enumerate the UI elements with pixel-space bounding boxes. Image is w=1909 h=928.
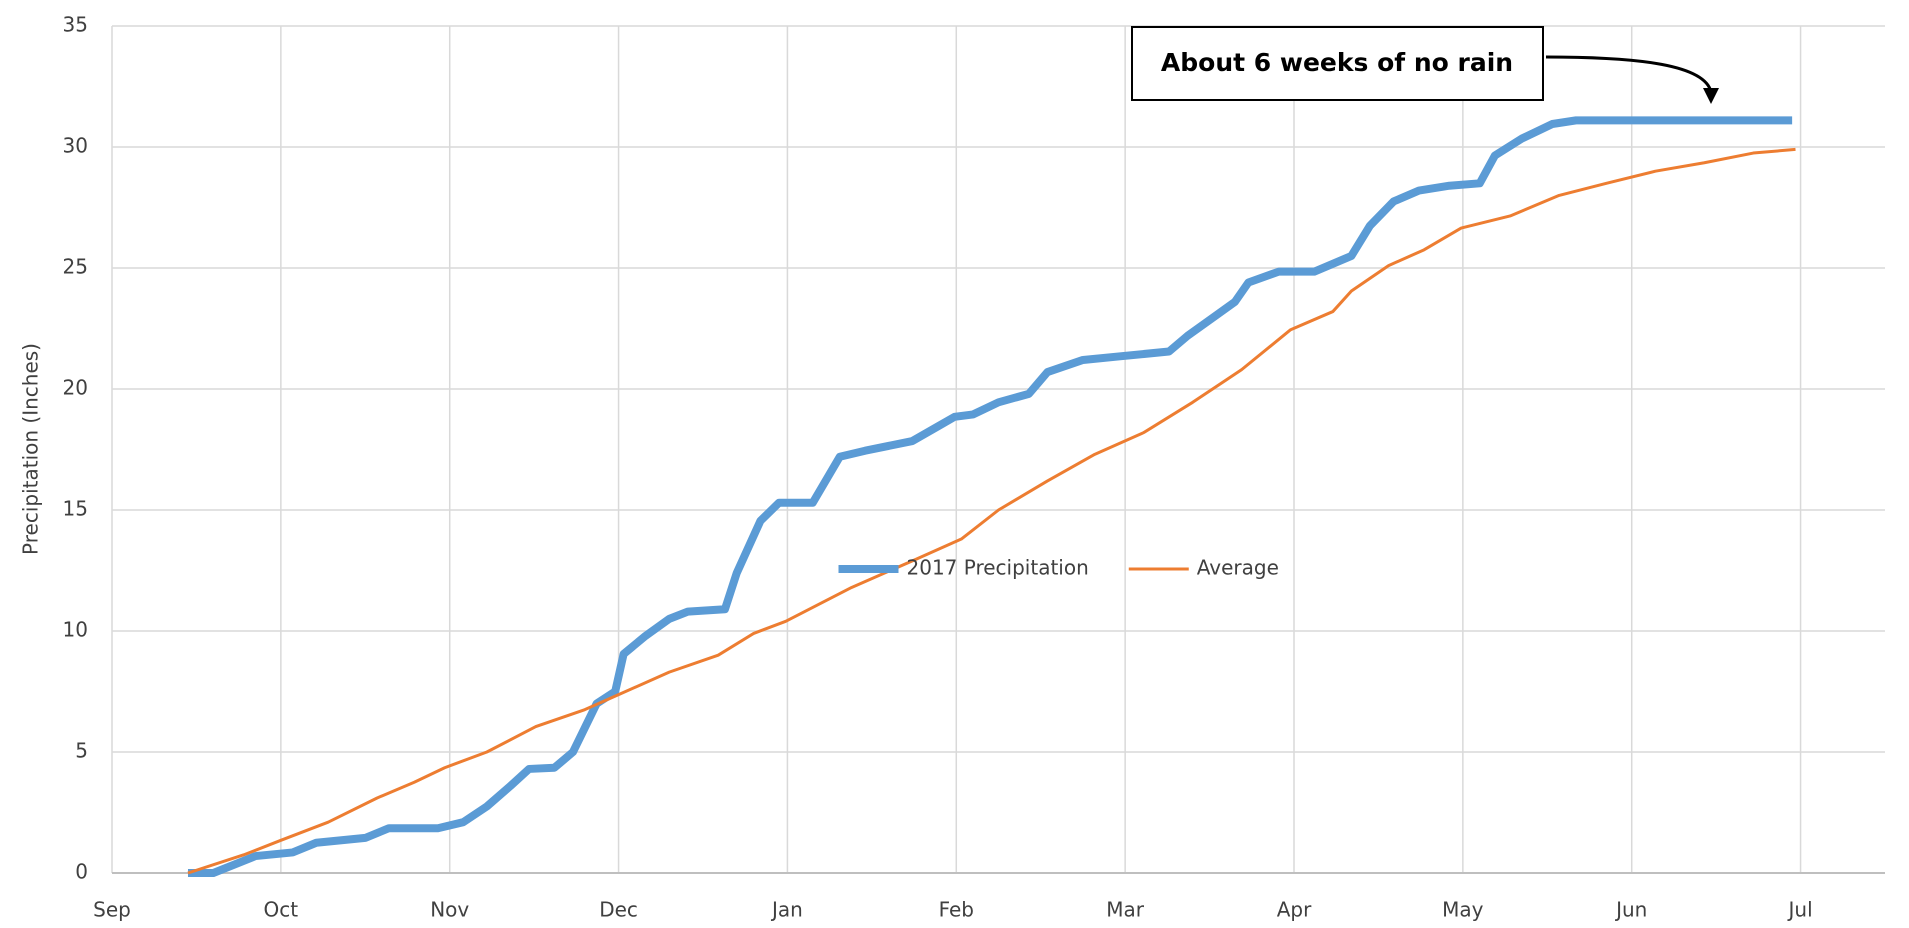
series-line: [187, 116, 1793, 877]
x-tick-label: Sep: [93, 898, 131, 922]
legend-label: Average: [1197, 556, 1279, 580]
annotation: About 6 weeks of no rain: [1161, 48, 1513, 77]
y-tick-label: 35: [63, 13, 88, 37]
annotation-arrow: [1545, 55, 1713, 93]
y-tick-label: 15: [63, 497, 88, 521]
arrow-head: [1703, 88, 1719, 104]
x-tick-label: Nov: [430, 898, 469, 922]
x-tick-label: Mar: [1106, 898, 1145, 922]
x-tick-label: Oct: [264, 898, 299, 922]
y-tick-label: 10: [63, 618, 88, 642]
y-tick-label: 25: [63, 255, 88, 279]
annotation-box: [1131, 26, 1544, 101]
legend-label: 2017 Precipitation: [907, 556, 1089, 580]
y-tick-label: 0: [75, 860, 88, 884]
y-axis-title: Precipitation (Inches): [19, 343, 43, 555]
y-tick-label: 20: [63, 376, 88, 400]
y-tick-label: 30: [63, 134, 88, 158]
x-tick-label: Jan: [770, 898, 803, 922]
y-tick-label: 5: [75, 739, 88, 763]
series-line: [187, 147, 1796, 875]
x-tick-label: Jul: [1787, 898, 1813, 922]
x-tick-label: Jun: [1614, 898, 1647, 922]
x-tick-label: Apr: [1277, 898, 1312, 922]
x-tick-label: Dec: [599, 898, 638, 922]
x-tick-label: May: [1442, 898, 1484, 922]
x-tick-label: Feb: [939, 898, 974, 922]
